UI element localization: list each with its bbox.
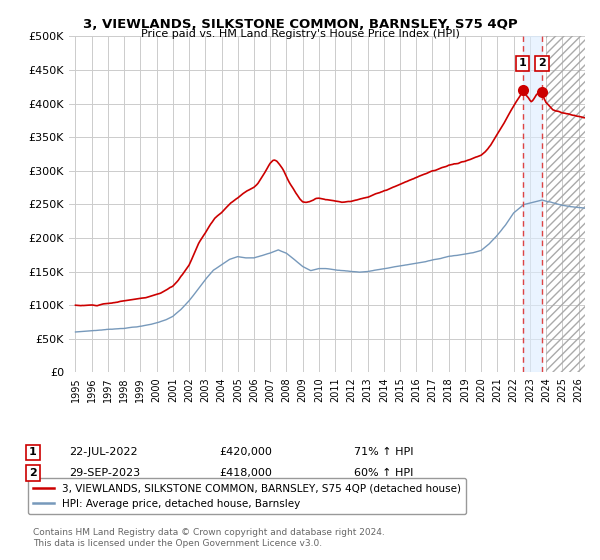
Text: 2: 2 [29,468,37,478]
Bar [546,36,585,372]
Text: £420,000: £420,000 [219,447,272,458]
Bar [523,36,542,372]
Text: Contains HM Land Registry data © Crown copyright and database right 2024.
This d: Contains HM Land Registry data © Crown c… [33,528,385,548]
Text: 2: 2 [538,58,546,68]
Text: 1: 1 [29,447,37,458]
Text: 60% ↑ HPI: 60% ↑ HPI [354,468,413,478]
Text: 22-JUL-2022: 22-JUL-2022 [69,447,137,458]
Text: 3, VIEWLANDS, SILKSTONE COMMON, BARNSLEY, S75 4QP: 3, VIEWLANDS, SILKSTONE COMMON, BARNSLEY… [83,18,517,31]
Text: Price paid vs. HM Land Registry's House Price Index (HPI): Price paid vs. HM Land Registry's House … [140,29,460,39]
Text: 1: 1 [518,58,526,68]
Legend: 3, VIEWLANDS, SILKSTONE COMMON, BARNSLEY, S75 4QP (detached house), HPI: Average: 3, VIEWLANDS, SILKSTONE COMMON, BARNSLEY… [28,478,466,514]
Bar [546,36,585,372]
Text: 71% ↑ HPI: 71% ↑ HPI [354,447,413,458]
Text: £418,000: £418,000 [219,468,272,478]
Text: 29-SEP-2023: 29-SEP-2023 [69,468,140,478]
